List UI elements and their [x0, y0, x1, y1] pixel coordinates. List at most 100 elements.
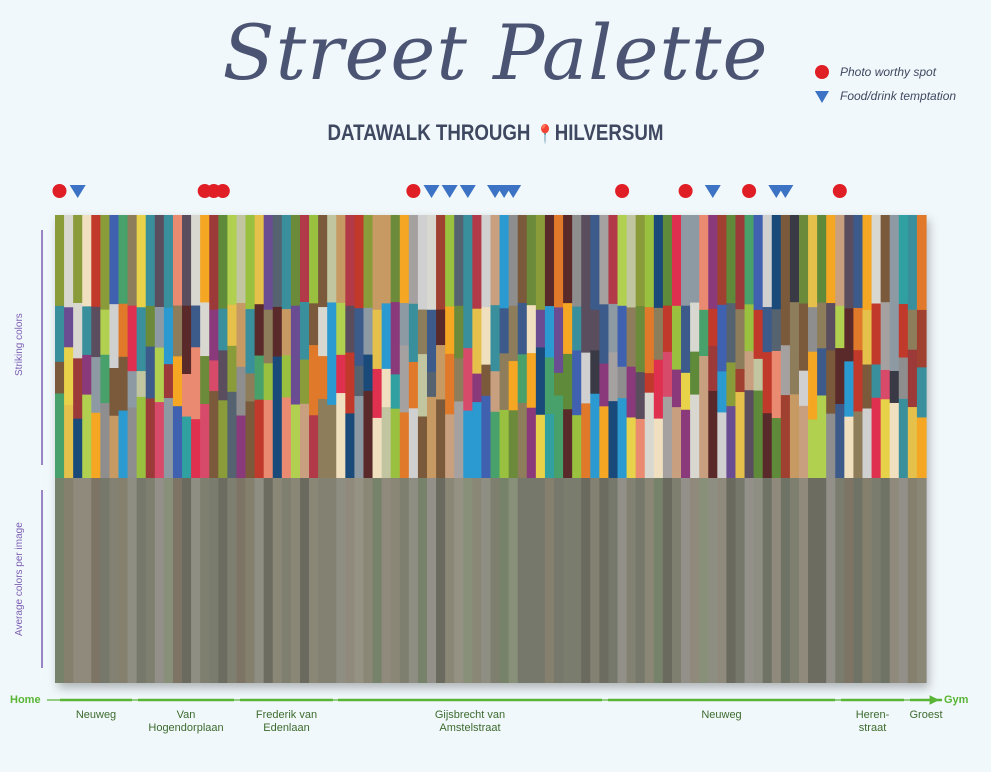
average-colors-label: Average colors per image — [14, 522, 25, 636]
average-color-cell — [136, 478, 147, 683]
street-label: Frederik van Edenlaan — [255, 709, 318, 734]
food-marker — [704, 185, 721, 198]
striking-color-cell — [617, 398, 628, 479]
striking-color-cell — [898, 303, 909, 358]
striking-color-cell — [708, 390, 718, 479]
striking-color-cell — [390, 302, 401, 375]
striking-color-cell — [254, 355, 265, 400]
striking-color-cell — [572, 415, 582, 479]
striking-color-cell — [798, 370, 809, 407]
striking-color-cell — [82, 306, 92, 356]
striking-color-cell — [136, 307, 147, 372]
striking-color-cell — [889, 215, 900, 304]
average-color-cell — [572, 478, 582, 683]
striking-color-cell — [708, 308, 718, 347]
photo-marker — [52, 184, 67, 198]
average-color-cell — [889, 478, 900, 683]
striking-color-cell — [426, 396, 437, 479]
striking-color-cell — [608, 215, 619, 305]
average-color-cell — [798, 478, 809, 683]
striking-color-cell — [309, 345, 319, 416]
striking-color-cell — [345, 352, 355, 414]
striking-color-cell — [73, 418, 83, 479]
striking-color-cell — [662, 351, 673, 398]
striking-color-cell — [163, 364, 174, 399]
striking-color-cell — [136, 371, 147, 398]
average-color-cell — [626, 478, 637, 683]
striking-color-cell — [463, 348, 473, 411]
striking-color-cell — [145, 346, 156, 399]
striking-color-cell — [408, 215, 419, 305]
average-color-cell — [780, 478, 791, 683]
striking-color-cell — [245, 373, 256, 402]
average-color-cell — [445, 478, 455, 683]
striking-color-cell — [835, 348, 845, 405]
food-marker — [777, 185, 794, 198]
page-title: Street Palette — [222, 8, 769, 97]
striking-color-cell — [762, 215, 773, 308]
striking-color-cell — [590, 309, 600, 351]
average-color-cell — [318, 478, 328, 683]
striking-color-cell — [408, 303, 419, 363]
striking-color-cell — [862, 364, 873, 409]
striking-color-cell — [735, 215, 746, 310]
striking-color-cell — [653, 418, 664, 479]
striking-color-cell — [372, 309, 383, 370]
striking-color-cell — [417, 215, 428, 310]
striking-color-cell — [172, 215, 183, 306]
striking-color-cell — [753, 390, 764, 479]
average-color-cell — [762, 478, 773, 683]
striking-color-cell — [263, 215, 274, 310]
striking-color-cell — [753, 215, 764, 311]
striking-color-cell — [581, 306, 591, 353]
striking-color-cell — [626, 366, 637, 418]
striking-color-cell — [136, 215, 147, 308]
striking-color-cell — [726, 406, 737, 479]
striking-color-cell — [590, 350, 600, 395]
average-color-cell — [263, 478, 274, 683]
striking-color-cell — [853, 307, 864, 351]
average-color-cell — [481, 478, 492, 683]
striking-color-cell — [426, 309, 437, 373]
average-color-cell — [662, 478, 673, 683]
striking-color-cell — [100, 354, 111, 404]
striking-color-cell — [318, 356, 328, 400]
striking-color-cell — [454, 215, 464, 307]
striking-color-cell — [563, 409, 573, 479]
striking-color-cell — [780, 395, 791, 479]
striking-color-cell — [82, 215, 92, 307]
striking-color-cell — [399, 412, 410, 479]
average-color-cell — [327, 478, 337, 683]
striking-color-cell — [118, 215, 129, 305]
average-color-cell — [681, 478, 691, 683]
striking-color-cell — [218, 308, 228, 351]
striking-color-cell — [454, 305, 464, 359]
striking-color-cell — [599, 363, 610, 407]
striking-color-cell — [154, 306, 165, 348]
average-color-cell — [826, 478, 836, 683]
average-color-cell — [699, 478, 709, 683]
striking-color-cell — [481, 215, 492, 308]
striking-color-cell — [290, 349, 301, 405]
striking-color-cell — [771, 350, 782, 419]
striking-color-cell — [635, 372, 646, 420]
striking-color-cell — [535, 309, 546, 348]
food-marker — [459, 185, 476, 198]
striking-color-cell — [871, 215, 882, 304]
striking-color-cell — [182, 305, 192, 375]
striking-color-cell — [808, 419, 818, 479]
striking-color-cell — [717, 371, 727, 413]
street-label: Heren- straat — [855, 709, 890, 734]
striking-color-cell — [898, 357, 909, 400]
average-color-cell — [789, 478, 800, 683]
striking-color-cell — [563, 215, 573, 304]
route-end-label: Gym — [944, 694, 969, 706]
striking-color-cell — [690, 394, 700, 479]
striking-color-cell — [263, 309, 274, 364]
photo-marker — [832, 184, 847, 198]
striking-color-cell — [299, 302, 310, 360]
striking-color-cell — [127, 305, 138, 372]
striking-color-cell — [871, 364, 882, 399]
striking-color-cell — [653, 307, 664, 361]
striking-color-cell — [690, 351, 700, 395]
